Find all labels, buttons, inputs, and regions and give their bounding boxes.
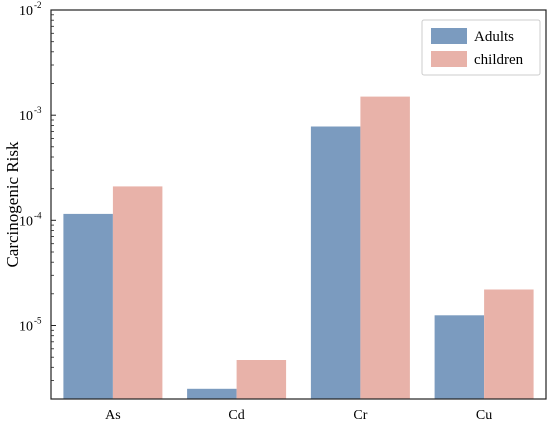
bar-adults-cd — [187, 388, 237, 399]
y-tick-label: 10 — [19, 320, 33, 335]
plot-frame — [50, 9, 547, 400]
bar-children-as — [112, 186, 163, 399]
y-axis-ticks: 10-210-310-410-5 — [19, 0, 56, 400]
y-tick-exponent: -5 — [34, 316, 42, 326]
y-axis-label: Carcinogenic Risk — [3, 141, 22, 268]
x-tick-label-cr: Cr — [353, 408, 367, 423]
x-tick-label-as: As — [105, 408, 121, 423]
x-axis-ticks: As Cd Cr Cu — [105, 408, 492, 423]
y-tick-exponent: -4 — [34, 210, 42, 220]
y-tick-exponent: -2 — [34, 0, 42, 10]
legend-swatch-children — [431, 51, 467, 67]
y-tick-label: 10 — [19, 214, 33, 229]
bar-children-cd — [236, 360, 287, 399]
legend-label-children: children — [474, 52, 524, 68]
legend-swatch-adults — [431, 28, 467, 44]
legend-label-adults: Adults — [474, 29, 514, 45]
legend: Adults children — [421, 19, 541, 76]
bars-layer — [63, 96, 534, 399]
y-tick-label: 10 — [19, 109, 33, 124]
x-tick-label-cu: Cu — [476, 408, 492, 423]
y-tick-label: 10 — [19, 4, 33, 19]
y-tick-exponent: -3 — [34, 105, 42, 115]
bar-adults-as — [63, 213, 113, 399]
bar-adults-cu — [434, 315, 485, 399]
bar-adults-cr — [310, 126, 361, 399]
bar-children-cr — [360, 96, 410, 399]
bar-children-cu — [484, 289, 534, 399]
x-tick-label-cd: Cd — [228, 408, 244, 423]
